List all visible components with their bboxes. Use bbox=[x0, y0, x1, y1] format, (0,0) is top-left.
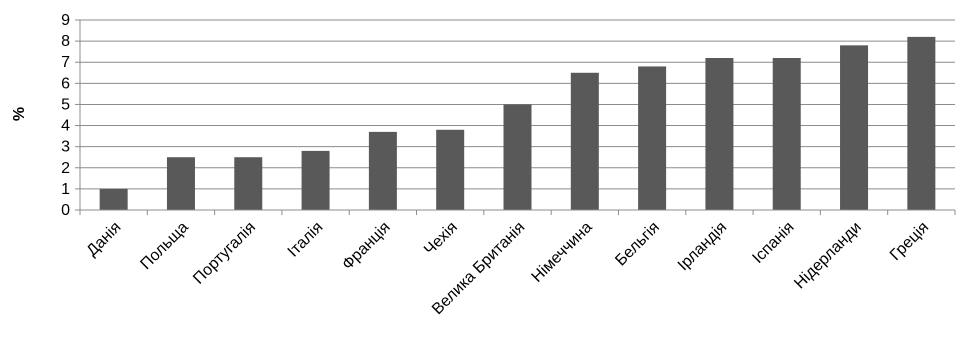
bar bbox=[840, 45, 869, 211]
y-axis-title: % bbox=[11, 107, 28, 121]
y-tick-label: 2 bbox=[61, 160, 70, 177]
y-tick-label: 7 bbox=[61, 54, 70, 71]
bar bbox=[570, 72, 599, 211]
x-tick-label: Бельгія bbox=[612, 219, 663, 270]
y-tick-label: 4 bbox=[61, 118, 70, 135]
x-tick-label: Німеччина bbox=[529, 219, 596, 286]
bar bbox=[436, 129, 465, 210]
bar bbox=[234, 157, 263, 210]
y-tick-label: 5 bbox=[61, 96, 70, 113]
bar bbox=[503, 104, 532, 210]
y-tick-label: 1 bbox=[61, 181, 70, 198]
y-tick-label: 9 bbox=[61, 12, 70, 29]
y-tick-label: 0 bbox=[61, 202, 70, 219]
y-tick-label: 8 bbox=[61, 33, 70, 50]
x-tick-label: Франція bbox=[339, 219, 394, 274]
bar bbox=[638, 66, 667, 210]
bar bbox=[705, 58, 734, 210]
x-tick-label: Чехія bbox=[421, 219, 461, 259]
bar bbox=[99, 188, 128, 210]
bar bbox=[772, 58, 801, 210]
y-tick-label: 6 bbox=[61, 75, 70, 92]
x-tick-label: Данія bbox=[84, 219, 125, 260]
bar bbox=[301, 150, 330, 210]
x-tick-label: Греція bbox=[887, 219, 932, 264]
x-tick-label: Ірландія bbox=[675, 219, 730, 274]
y-tick-labels: 0 1 2 3 4 5 6 7 8 9 bbox=[61, 12, 70, 219]
y-tick-label: 3 bbox=[61, 139, 70, 156]
x-tick-label: Італія bbox=[285, 219, 327, 261]
x-tick-label: Іспанія bbox=[749, 219, 797, 267]
x-tick-label: Португалія bbox=[190, 219, 259, 288]
bar bbox=[166, 157, 195, 210]
bar bbox=[368, 131, 397, 210]
bars bbox=[99, 36, 936, 211]
axes bbox=[75, 19, 956, 215]
x-tick-label: Нідерланди bbox=[791, 219, 865, 293]
x-tick-label: Польща bbox=[137, 219, 191, 273]
bar bbox=[907, 36, 936, 211]
